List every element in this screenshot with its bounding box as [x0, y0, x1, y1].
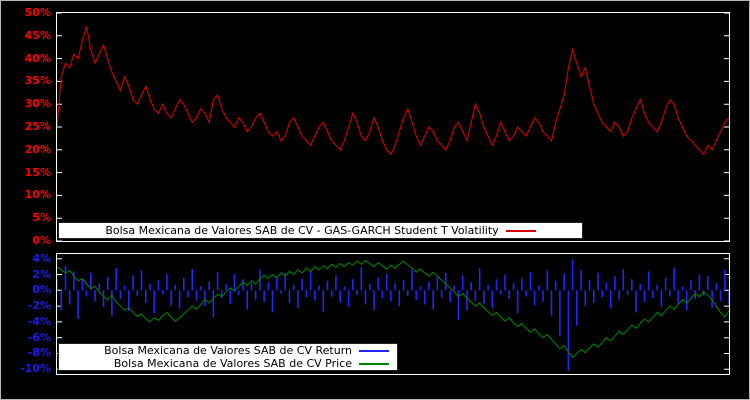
legend-entry-return: Bolsa Mexicana de Valores SAB de CV Retu…	[59, 344, 397, 357]
return-price-legend: Bolsa Mexicana de Valores SAB de CV Retu…	[58, 343, 398, 371]
y-axis-tick-label: -8%	[1, 347, 51, 359]
y-axis-tick-label: 40%	[1, 53, 51, 65]
y-axis-tick-label: 25%	[1, 121, 51, 133]
chart-path	[57, 13, 729, 241]
legend-entry-price: Bolsa Mexicana de Valores SAB de CV Pric…	[59, 357, 397, 370]
y-axis-tick-label: 35%	[1, 75, 51, 87]
legend-label-volatility: Bolsa Mexicana de Valores SAB de CV - GA…	[105, 224, 498, 237]
volatility-legend: Bolsa Mexicana de Valores SAB de CV - GA…	[58, 222, 583, 239]
y-axis-tick-label: 20%	[1, 144, 51, 156]
legend-label-return: Bolsa Mexicana de Valores SAB de CV Retu…	[104, 344, 352, 357]
volatility-plot-area	[56, 12, 730, 242]
y-axis-tick-label: 50%	[1, 7, 51, 19]
y-axis-tick-label: 2%	[1, 269, 51, 281]
y-axis-tick-label: 4%	[1, 253, 51, 265]
y-axis-tick-label: 15%	[1, 167, 51, 179]
chart-path	[57, 27, 729, 155]
y-axis-tick-label: 30%	[1, 98, 51, 110]
y-axis-tick-label: 10%	[1, 189, 51, 201]
chart-canvas: 0% 5% 10% 15% 20% 25% 30% 35% 40% 45% 50% Bolsa Me…	[0, 0, 750, 400]
y-axis-tick-label: -10%	[1, 363, 51, 375]
y-axis-tick-label: 0%	[1, 235, 51, 247]
legend-entry-volatility: Bolsa Mexicana de Valores SAB de CV - GA…	[59, 224, 582, 237]
y-axis-tick-label: -6%	[1, 332, 51, 344]
volatility-line-sample-icon	[506, 230, 536, 232]
volatility-line-chart	[57, 13, 729, 241]
return-line-sample-icon	[359, 350, 389, 352]
legend-label-price: Bolsa Mexicana de Valores SAB de CV Pric…	[114, 357, 352, 370]
y-axis-tick-label: 5%	[1, 212, 51, 224]
y-axis-tick-label: 45%	[1, 30, 51, 42]
price-line-sample-icon	[359, 363, 389, 365]
y-axis-tick-label: 0%	[1, 284, 51, 296]
y-axis-tick-label: -2%	[1, 300, 51, 312]
y-axis-tick-label: -4%	[1, 316, 51, 328]
